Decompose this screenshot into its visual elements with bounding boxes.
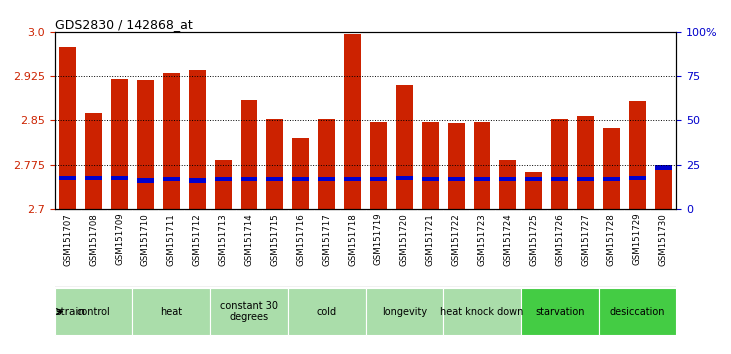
Bar	[137, 178, 154, 183]
Bar	[551, 119, 568, 209]
Text: GSM151722: GSM151722	[452, 213, 461, 266]
Bar	[189, 178, 205, 183]
Bar	[499, 177, 516, 181]
Text: GSM151712: GSM151712	[193, 213, 202, 266]
Bar	[292, 138, 309, 209]
Bar	[55, 288, 132, 335]
Bar	[318, 119, 335, 209]
Bar	[629, 101, 645, 209]
Bar	[267, 177, 284, 181]
Bar	[422, 177, 439, 181]
Bar	[447, 177, 464, 181]
Bar	[396, 85, 413, 209]
Bar	[137, 80, 154, 209]
Text: GSM151723: GSM151723	[477, 213, 487, 266]
Bar	[111, 79, 128, 209]
Bar	[240, 100, 257, 209]
Text: GSM151709: GSM151709	[115, 213, 124, 266]
Bar	[499, 160, 516, 209]
Text: GDS2830 / 142868_at: GDS2830 / 142868_at	[55, 18, 192, 31]
Bar	[603, 177, 620, 181]
Text: control: control	[77, 307, 110, 316]
Bar	[447, 123, 464, 209]
Bar	[86, 176, 102, 180]
Text: GSM151720: GSM151720	[400, 213, 409, 266]
Bar	[655, 167, 672, 209]
Bar	[59, 47, 76, 209]
Text: GSM151718: GSM151718	[348, 213, 357, 266]
Text: heat: heat	[160, 307, 183, 316]
Bar	[655, 165, 672, 170]
Bar	[603, 128, 620, 209]
Bar	[370, 121, 387, 209]
Text: desiccation: desiccation	[610, 307, 665, 316]
Bar	[629, 176, 645, 180]
Bar	[59, 176, 76, 180]
Bar	[599, 288, 676, 335]
Bar	[366, 288, 443, 335]
Bar	[422, 122, 439, 209]
Bar	[521, 288, 599, 335]
Bar	[551, 177, 568, 181]
Bar	[344, 177, 361, 181]
Bar	[215, 160, 232, 209]
Text: GSM151707: GSM151707	[64, 213, 72, 266]
Text: constant 30
degrees: constant 30 degrees	[220, 301, 278, 322]
Bar	[86, 113, 102, 209]
Text: cold: cold	[317, 307, 337, 316]
Bar	[163, 177, 180, 181]
Bar	[163, 73, 180, 209]
Bar	[577, 177, 594, 181]
Bar	[344, 34, 361, 209]
Bar	[396, 176, 413, 180]
Bar	[443, 288, 520, 335]
Text: GSM151727: GSM151727	[581, 213, 590, 266]
Text: GSM151721: GSM151721	[425, 213, 435, 266]
Text: starvation: starvation	[535, 307, 584, 316]
Bar	[526, 177, 542, 181]
Text: GSM151716: GSM151716	[296, 213, 306, 266]
Text: GSM151713: GSM151713	[219, 213, 227, 266]
Bar	[318, 177, 335, 181]
Text: GSM151719: GSM151719	[374, 213, 383, 266]
Text: GSM151726: GSM151726	[555, 213, 564, 266]
Bar	[474, 177, 491, 181]
Bar	[370, 177, 387, 181]
Bar	[211, 288, 288, 335]
Text: GSM151710: GSM151710	[141, 213, 150, 266]
Text: GSM151711: GSM151711	[167, 213, 176, 266]
Bar	[189, 70, 205, 209]
Bar	[132, 288, 211, 335]
Bar	[240, 177, 257, 181]
Bar	[215, 177, 232, 181]
Text: strain: strain	[56, 307, 86, 316]
Text: GSM151717: GSM151717	[322, 213, 331, 266]
Bar	[577, 116, 594, 209]
Bar	[267, 119, 284, 209]
Bar	[292, 177, 309, 181]
Text: GSM151729: GSM151729	[633, 213, 642, 266]
Text: GSM151725: GSM151725	[529, 213, 538, 266]
Text: GSM151724: GSM151724	[504, 213, 512, 266]
Bar	[474, 121, 491, 209]
Text: longevity: longevity	[382, 307, 427, 316]
Text: GSM151728: GSM151728	[607, 213, 616, 266]
Text: GSM151708: GSM151708	[89, 213, 98, 266]
Text: heat knock down: heat knock down	[440, 307, 523, 316]
Text: GSM151715: GSM151715	[270, 213, 279, 266]
Text: GSM151730: GSM151730	[659, 213, 667, 266]
Bar	[288, 288, 366, 335]
Bar	[111, 176, 128, 180]
Bar	[526, 172, 542, 209]
Text: GSM151714: GSM151714	[244, 213, 254, 266]
